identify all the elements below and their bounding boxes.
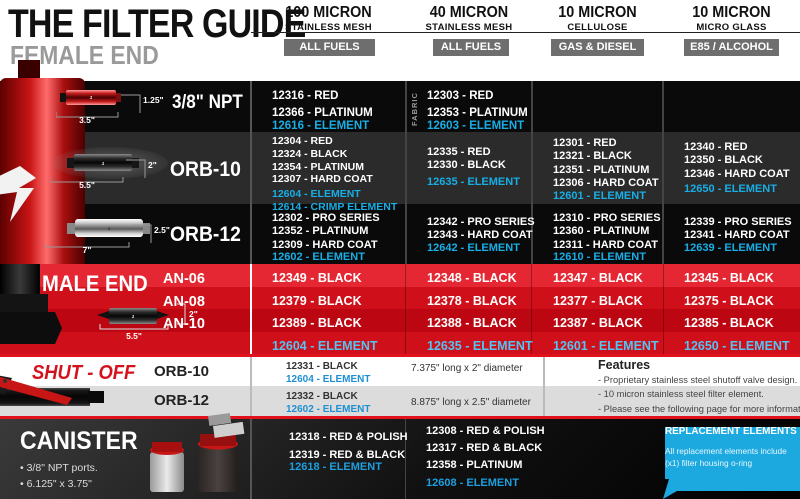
svg-text:5.5": 5.5": [79, 180, 95, 189]
svg-text:2": 2": [148, 160, 157, 170]
svg-text:5.5": 5.5": [126, 331, 142, 341]
svg-text:7": 7": [83, 245, 92, 254]
svg-text:1.25": 1.25": [143, 95, 164, 105]
svg-text:3.5": 3.5": [79, 115, 95, 124]
svg-text:2.5": 2.5": [154, 225, 170, 235]
